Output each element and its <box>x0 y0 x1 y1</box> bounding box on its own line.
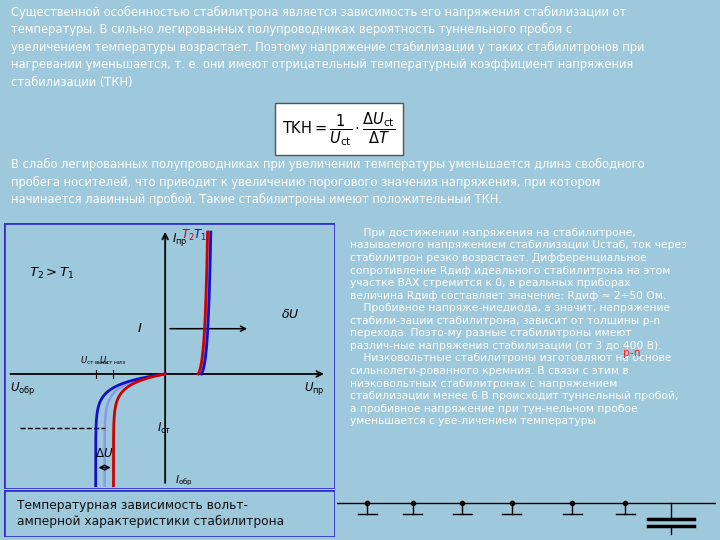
Text: $\delta U$: $\delta U$ <box>281 308 300 321</box>
Text: В слабо легированных полупроводниках при увеличении температуры уменьшается длин: В слабо легированных полупроводниках при… <box>11 158 644 206</box>
Text: $I_{\rm пр}$: $I_{\rm пр}$ <box>172 231 188 247</box>
Text: Температурная зависимость вольт-
амперной характеристики стабилитрона: Температурная зависимость вольт- амперно… <box>17 499 284 528</box>
Text: $U_{\rm ст\,выш}$: $U_{\rm ст\,выш}$ <box>80 355 109 367</box>
Text: $U_{\rm обр}$: $U_{\rm обр}$ <box>9 380 35 397</box>
Text: Существенной особенностью стабилитрона является зависимость его напряжения стаби: Существенной особенностью стабилитрона я… <box>11 6 644 88</box>
Text: $T_2 > T_1$: $T_2 > T_1$ <box>30 266 75 281</box>
Text: $\Delta U$: $\Delta U$ <box>95 447 114 460</box>
Text: $T_1$: $T_1$ <box>194 227 207 242</box>
Text: p-n: p-n <box>624 348 641 358</box>
Text: $U_{\rm пр}$: $U_{\rm пр}$ <box>304 380 325 397</box>
Text: $T_2$: $T_2$ <box>181 227 194 242</box>
Text: $I_{\rm обр}$: $I_{\rm обр}$ <box>175 474 194 488</box>
Text: $I_{\rm ст}$: $I_{\rm ст}$ <box>157 421 171 436</box>
Text: $U_{\rm ст\,низ}$: $U_{\rm ст\,низ}$ <box>99 355 126 367</box>
Text: $\mathrm{TKH} = \dfrac{1}{U_{\rm ct}} \cdot \dfrac{\Delta U_{\rm ct}}{\Delta T}$: $\mathrm{TKH} = \dfrac{1}{U_{\rm ct}} \c… <box>282 110 395 148</box>
Bar <box>4 223 335 489</box>
Text: $I$: $I$ <box>138 322 143 335</box>
Text: При достижении напряжения на стабилитроне,
называемого напряжением стабилизации : При достижении напряжения на стабилитрон… <box>350 228 687 426</box>
